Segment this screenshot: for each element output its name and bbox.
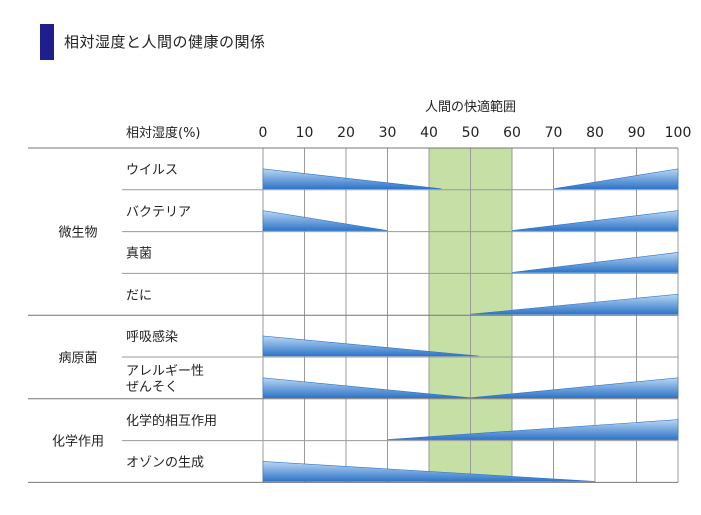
group-label: 微生物 (58, 226, 97, 241)
tick-label: 0 (259, 125, 268, 141)
risk-wedge (262, 461, 596, 482)
tick-label: 50 (462, 125, 480, 141)
row-label: ぜんそく (126, 380, 178, 395)
row-label: ウイルス (126, 163, 178, 178)
risk-wedge (470, 377, 679, 399)
tick-label: 30 (379, 125, 397, 141)
group-label: 病原菌 (58, 351, 97, 366)
risk-wedge (511, 252, 679, 273)
row-label: だに (126, 288, 152, 303)
comfort-range-label: 人間の快適範囲 (425, 99, 516, 115)
row-label: 呼吸感染 (126, 329, 178, 345)
row-label: バクテリア (126, 205, 191, 220)
risk-wedge (387, 419, 679, 440)
tick-label: 10 (296, 125, 314, 141)
group-label: 化学作用 (52, 434, 104, 450)
tick-label: 60 (503, 125, 521, 141)
row-label: 真菌 (126, 247, 152, 262)
tick-label: 80 (586, 125, 604, 141)
risk-wedge (262, 210, 388, 231)
tick-label: 70 (545, 125, 563, 141)
row-label: 化学的相互作用 (126, 413, 217, 429)
tick-label: 40 (420, 125, 438, 141)
row-label: オゾンの生成 (126, 456, 204, 471)
page-title: 相対湿度と人間の健康の関係 (64, 33, 266, 51)
risk-wedge (262, 168, 442, 190)
title-accent-bar (40, 24, 54, 60)
tick-label: 20 (337, 125, 355, 141)
scale-label: 相対湿度(%) (126, 125, 201, 141)
tick-label: 100 (665, 125, 692, 141)
risk-wedge (262, 335, 479, 357)
row-label: アレルギー性 (126, 364, 204, 379)
risk-wedge (511, 210, 679, 231)
risk-wedge (262, 377, 471, 399)
risk-wedge (553, 168, 679, 190)
risk-wedge (470, 293, 679, 315)
tick-label: 90 (628, 125, 646, 141)
